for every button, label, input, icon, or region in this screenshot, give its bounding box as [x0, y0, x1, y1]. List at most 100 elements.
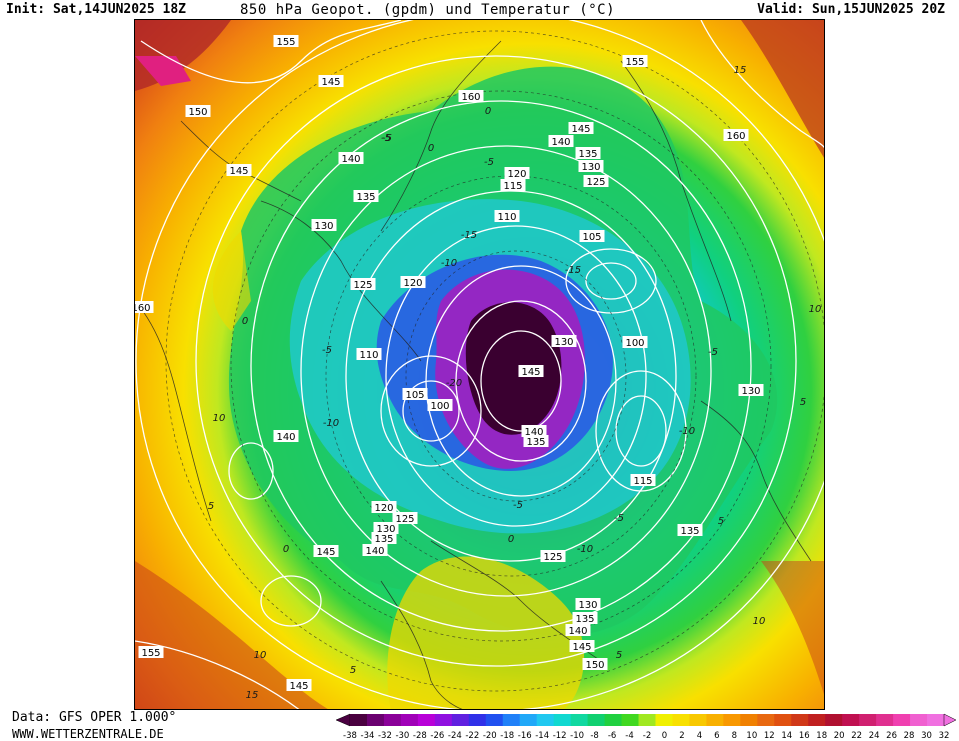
temperature-label: 15	[246, 690, 259, 701]
geopotential-label-box	[677, 524, 703, 536]
coastline-5	[380, 580, 463, 709]
legend-swatch	[400, 714, 419, 726]
legend-bar: -38 -34 -32 -30 -28 -26 -24 -22 -20 -18 -16 -14 -12-…	[336, 713, 957, 741]
temp-contour-1	[405, 250, 627, 502]
legend-tick-label: -38	[343, 731, 357, 741]
geopotential-label: 125	[395, 514, 414, 525]
contour-9	[135, 20, 824, 709]
contour-4	[385, 225, 647, 527]
legend-swatch	[417, 714, 436, 726]
chart-title: 850 hPa Geopot. (gpdm) und Temperatur (°…	[240, 2, 616, 18]
legend-tick-label: 20	[834, 731, 845, 741]
legend-swatch	[757, 714, 775, 726]
contour-low-sw	[228, 442, 274, 500]
temperature-label: -15	[565, 265, 581, 276]
geopotential-label-box	[318, 75, 344, 87]
legend-tick-label: -34	[361, 731, 375, 741]
legend-tick-label: 16	[799, 731, 810, 741]
temperature-label: 5	[800, 397, 806, 408]
coastline-6	[700, 400, 812, 562]
contour-ne	[700, 20, 824, 149]
temperature-label: 0	[242, 316, 248, 327]
temperature-label: 5	[208, 501, 214, 512]
temperature-label: 10	[809, 304, 822, 315]
geopotential-label-box	[572, 612, 598, 624]
geopotential-label-box	[402, 388, 428, 400]
geopotential-label-box	[575, 598, 601, 610]
geopotential-label-box	[135, 301, 154, 313]
geopotential-label-box	[371, 532, 397, 544]
legend-tick-label: 24	[869, 731, 880, 741]
contour-low-s	[260, 575, 322, 627]
legend-swatch	[502, 714, 521, 726]
coastline-3	[260, 200, 422, 362]
geopotential-label: 155	[276, 37, 295, 48]
geopotential-label: 135	[578, 149, 597, 160]
legend-swatch	[638, 714, 656, 726]
geopotential-label-box	[353, 190, 379, 202]
contour-low-w	[402, 380, 460, 442]
geopotential-label-box	[273, 35, 299, 47]
geopotential-label: 135	[575, 614, 594, 625]
legend-swatch	[876, 714, 894, 726]
geopotential-label-box	[226, 164, 252, 176]
geopotential-label: 100	[430, 401, 449, 412]
legend-swatch	[366, 714, 385, 726]
coastline-8	[135, 300, 212, 522]
geopotential-label-box	[565, 624, 591, 636]
geopotential-label-box	[551, 335, 577, 347]
geopotential-label: 120	[507, 169, 526, 180]
legend-tick-label: 30	[921, 731, 932, 741]
legend-tick-label: -12	[553, 731, 567, 741]
temperature-label: -5	[484, 157, 494, 168]
legend-tick-label: 14	[781, 731, 792, 741]
temperature-label: 5	[616, 650, 622, 661]
legend-swatch	[672, 714, 690, 726]
temperature-label: 10	[213, 413, 226, 424]
legend-swatch	[604, 714, 623, 726]
geopotential-label: 140	[551, 137, 570, 148]
legend-swatch	[587, 714, 606, 726]
geopotential-label-box	[400, 276, 426, 288]
legend-tick-label: -32	[378, 731, 392, 741]
geopotential-label-box	[582, 658, 608, 670]
legend-tick-label: 4	[697, 731, 702, 741]
geopotential-label-box	[371, 501, 397, 513]
geopotential-label: 130	[376, 524, 395, 535]
geopotential-label-box	[578, 160, 604, 172]
geopotential-contours	[135, 20, 824, 709]
data-source: Data: GFS OPER 1.000°	[12, 710, 177, 725]
legend-tick-label: 0	[662, 731, 667, 741]
geopotential-label-box	[569, 640, 595, 652]
contour-sw	[135, 640, 300, 709]
geopotential-label-box	[504, 167, 530, 179]
legend-swatch	[893, 714, 911, 726]
temperature-label: -5	[322, 345, 332, 356]
geopotential-label: 135	[374, 534, 393, 545]
legend-arrow-right	[943, 713, 957, 727]
legend-swatch	[383, 714, 402, 726]
temperature-label: 0	[508, 534, 514, 545]
geopotential-label-box	[500, 179, 526, 191]
geopotential-label-box	[350, 278, 376, 290]
geopotential-label-box	[548, 135, 574, 147]
temperature-label: -5	[513, 500, 523, 511]
legend-swatch	[451, 714, 470, 726]
geopotential-label: 145	[571, 124, 590, 135]
geopotential-label: 145	[521, 367, 540, 378]
temperature-label: 0	[428, 143, 434, 154]
geopotential-label: 145	[289, 681, 308, 692]
geopotential-label-box	[518, 365, 544, 377]
legend-swatch	[468, 714, 487, 726]
legend-tick-label: -18	[500, 731, 514, 741]
geopotential-label-box	[630, 474, 656, 486]
color-legend: -38 -34 -32 -30 -28 -26 -24 -22 -20 -18 -16 -14 -12-…	[336, 713, 958, 741]
legend-tick-label: 6	[714, 731, 719, 741]
geopotential-label: 150	[188, 107, 207, 118]
legend-tick-label: -16	[518, 731, 532, 741]
geopotential-label: 160	[726, 131, 745, 142]
legend-tick-label: -8	[590, 731, 598, 741]
geopotential-label: 100	[625, 338, 644, 349]
contour-8	[195, 55, 797, 667]
temperature-label: 0	[485, 106, 491, 117]
